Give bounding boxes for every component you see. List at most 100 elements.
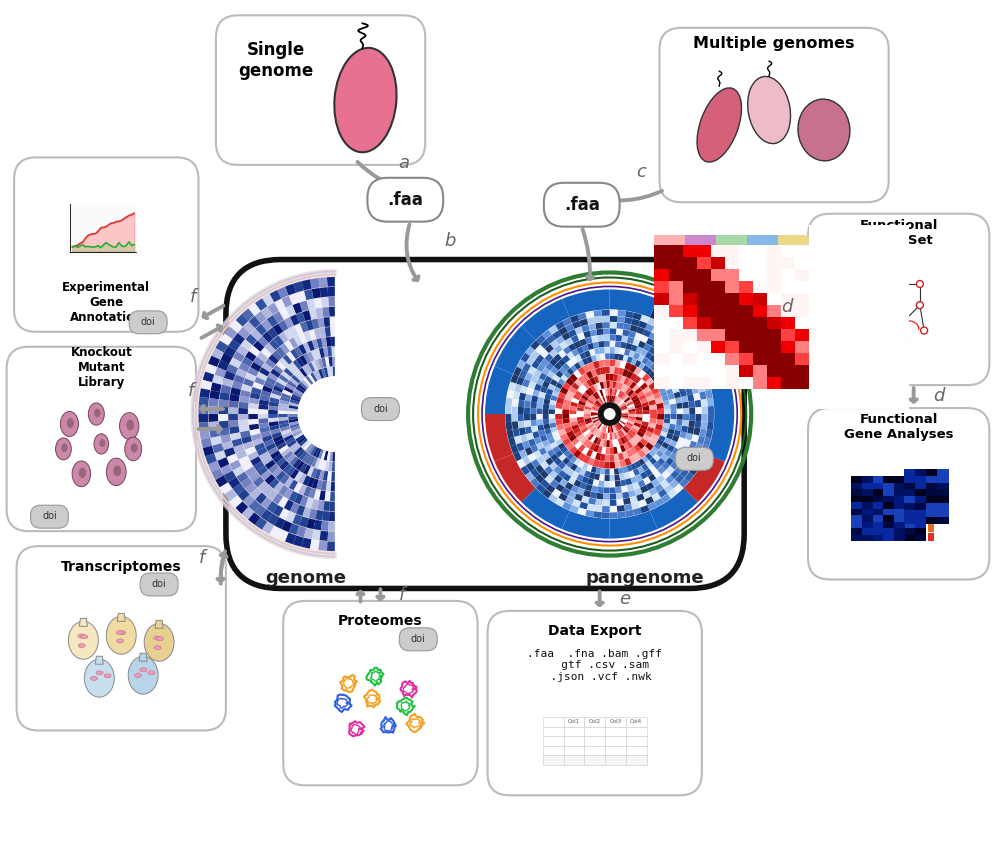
- Polygon shape: [275, 381, 285, 390]
- Polygon shape: [619, 391, 625, 398]
- Polygon shape: [602, 322, 610, 329]
- Polygon shape: [670, 469, 680, 479]
- Polygon shape: [296, 435, 305, 441]
- Polygon shape: [662, 441, 669, 449]
- Polygon shape: [530, 408, 536, 414]
- Polygon shape: [573, 394, 581, 401]
- Polygon shape: [615, 481, 621, 487]
- Polygon shape: [606, 396, 608, 402]
- Polygon shape: [617, 505, 625, 512]
- Polygon shape: [651, 479, 660, 487]
- Polygon shape: [620, 445, 626, 453]
- Polygon shape: [610, 347, 615, 353]
- Polygon shape: [524, 414, 530, 421]
- Polygon shape: [531, 360, 540, 369]
- Polygon shape: [584, 470, 591, 478]
- Bar: [654, 377, 669, 389]
- Polygon shape: [297, 436, 306, 444]
- Bar: [851, 496, 862, 503]
- Polygon shape: [545, 393, 552, 400]
- Polygon shape: [257, 465, 268, 476]
- Polygon shape: [294, 346, 303, 357]
- Text: Functional
Gene Set: Functional Gene Set: [860, 219, 938, 246]
- Polygon shape: [217, 360, 229, 371]
- Ellipse shape: [119, 631, 126, 635]
- Bar: [767, 281, 781, 293]
- Polygon shape: [653, 462, 661, 469]
- Circle shape: [921, 327, 928, 334]
- Polygon shape: [628, 408, 635, 412]
- Polygon shape: [593, 342, 599, 349]
- Polygon shape: [563, 474, 571, 481]
- Bar: [711, 377, 725, 389]
- Polygon shape: [562, 414, 569, 419]
- Polygon shape: [309, 309, 317, 319]
- Polygon shape: [657, 475, 665, 483]
- Polygon shape: [596, 492, 603, 499]
- Polygon shape: [257, 447, 267, 456]
- Ellipse shape: [61, 443, 68, 453]
- Polygon shape: [554, 345, 563, 353]
- Bar: [654, 293, 669, 305]
- Polygon shape: [537, 402, 543, 408]
- Polygon shape: [294, 447, 303, 456]
- Polygon shape: [545, 353, 553, 363]
- FancyBboxPatch shape: [14, 157, 198, 332]
- Polygon shape: [279, 445, 289, 453]
- Bar: [725, 256, 739, 268]
- Polygon shape: [525, 472, 535, 481]
- Polygon shape: [317, 318, 325, 328]
- Polygon shape: [306, 518, 315, 529]
- Polygon shape: [253, 476, 264, 487]
- Polygon shape: [248, 419, 258, 425]
- Polygon shape: [306, 299, 315, 310]
- Polygon shape: [540, 469, 549, 479]
- Bar: [883, 528, 894, 535]
- Polygon shape: [680, 469, 689, 478]
- Bar: [928, 486, 934, 495]
- Ellipse shape: [94, 408, 101, 418]
- Polygon shape: [267, 315, 278, 327]
- Polygon shape: [640, 505, 650, 514]
- Polygon shape: [236, 450, 247, 459]
- Polygon shape: [577, 333, 585, 340]
- Polygon shape: [582, 345, 589, 351]
- Polygon shape: [265, 474, 275, 485]
- Polygon shape: [518, 421, 525, 429]
- Ellipse shape: [798, 99, 850, 160]
- Polygon shape: [661, 367, 669, 374]
- Polygon shape: [228, 408, 238, 414]
- Polygon shape: [616, 323, 624, 329]
- Bar: [584, 756, 605, 765]
- Bar: [781, 293, 795, 305]
- Polygon shape: [688, 456, 697, 465]
- Polygon shape: [278, 497, 288, 508]
- Polygon shape: [542, 489, 552, 498]
- Polygon shape: [666, 466, 675, 475]
- Polygon shape: [268, 447, 278, 455]
- Polygon shape: [699, 429, 707, 437]
- Bar: [697, 341, 711, 353]
- Polygon shape: [619, 420, 626, 425]
- Polygon shape: [633, 508, 642, 515]
- Polygon shape: [281, 448, 291, 457]
- Polygon shape: [586, 371, 593, 379]
- Polygon shape: [518, 407, 524, 414]
- Ellipse shape: [116, 631, 123, 635]
- Polygon shape: [521, 465, 530, 475]
- Polygon shape: [620, 361, 626, 368]
- Bar: [862, 483, 873, 489]
- Polygon shape: [626, 371, 633, 379]
- Polygon shape: [595, 323, 603, 329]
- Polygon shape: [670, 358, 679, 367]
- Polygon shape: [600, 367, 605, 374]
- Polygon shape: [651, 447, 659, 453]
- Polygon shape: [569, 410, 576, 414]
- Polygon shape: [691, 434, 699, 442]
- Polygon shape: [283, 488, 293, 499]
- Polygon shape: [563, 423, 571, 429]
- Polygon shape: [631, 318, 640, 326]
- Wedge shape: [562, 511, 610, 538]
- Polygon shape: [610, 335, 616, 340]
- Polygon shape: [615, 341, 621, 347]
